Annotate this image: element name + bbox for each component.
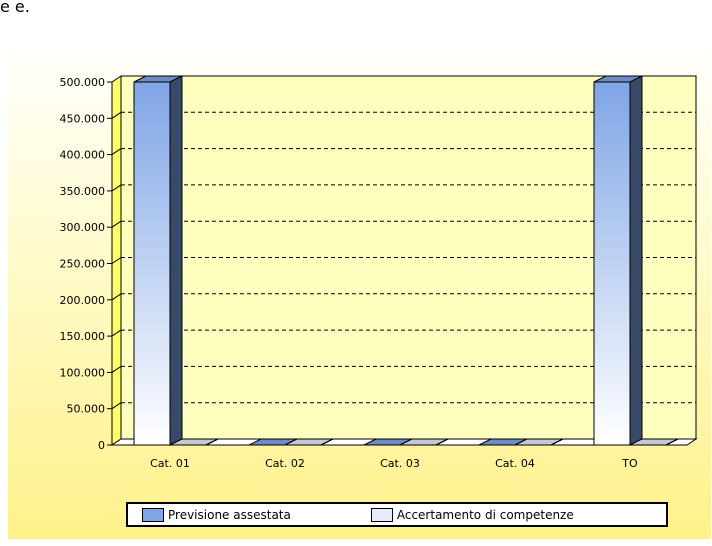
text-fragment: e e. (0, 0, 30, 16)
x-tick-label: Cat. 03 (380, 457, 420, 470)
y-tick-label: 300.000 (60, 221, 106, 234)
x-tick-label: Cat. 02 (265, 457, 305, 470)
legend-swatch-accertamento (370, 507, 393, 522)
legend-item-previsione: Previsione assestata (142, 507, 291, 522)
x-tick-label: TO (621, 457, 638, 470)
legend-item-accertamento: Accertamento di competenze (370, 507, 574, 522)
gridline-side (111, 293, 122, 301)
gridline-side (111, 148, 122, 156)
bar-side (435, 438, 449, 446)
bar-side (320, 438, 334, 446)
y-tick-label: 200.000 (60, 294, 106, 307)
gridline-side (111, 257, 122, 264)
bar-side (169, 75, 183, 446)
gridline-side (111, 329, 122, 337)
y-tick-label: 400.000 (60, 149, 106, 162)
gridline-side (111, 111, 122, 119)
bar-side (665, 438, 679, 446)
chart-legend: Previsione assestata Accertamento di com… (126, 502, 668, 527)
bar (133, 81, 171, 446)
bar-side (629, 75, 643, 446)
y-tick-label: 100.000 (60, 366, 106, 379)
y-tick-label: 450.000 (60, 112, 106, 125)
y-tick-label: 350.000 (60, 185, 106, 198)
bar-side (550, 438, 564, 446)
legend-label-previsione: Previsione assestata (168, 507, 291, 522)
gridline-side (111, 184, 122, 192)
chart-panel: 0 50.000 100.000 150.000 200.000 250.000 300.0… (8, 37, 711, 539)
x-tick-label: Cat. 04 (495, 457, 535, 470)
bar (593, 81, 631, 446)
bar-chart: 0 50.000 100.000 150.000 200.000 250.000 300.0… (60, 75, 698, 470)
y-tick-label: 500.000 (60, 76, 106, 89)
y-tick-label: 150.000 (60, 330, 106, 343)
y-tick-label: 0 (98, 439, 105, 452)
y-tick-label: 50.000 (67, 403, 106, 416)
gridline-side (111, 220, 122, 228)
gridline-side (111, 402, 122, 410)
x-tick-label: Cat. 01 (150, 457, 190, 470)
legend-label-accertamento: Accertamento di competenze (396, 507, 574, 522)
bar-side (205, 438, 219, 446)
y-tick-label: 250.000 (60, 258, 106, 271)
legend-swatch-previsione (142, 507, 164, 522)
gridline-side (111, 365, 122, 373)
